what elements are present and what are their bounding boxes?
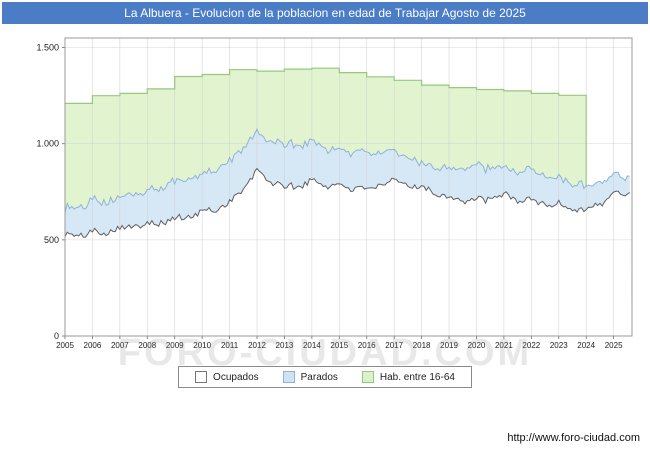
x-tick-label: 2005 <box>56 341 74 350</box>
footer-url: http://www.foro-ciudad.com <box>507 432 640 444</box>
plot-border <box>64 37 633 337</box>
x-tick-label: 2022 <box>522 341 540 350</box>
x-tick-label: 2015 <box>330 341 348 350</box>
x-tick-label: 2020 <box>468 341 486 350</box>
x-tick-label: 2018 <box>413 341 431 350</box>
legend: Ocupados Parados Hab. entre 16-64 <box>178 366 472 388</box>
x-tick-label: 2019 <box>440 341 458 350</box>
x-tick-label: 2021 <box>495 341 513 350</box>
legend-row: Ocupados Parados Hab. entre 16-64 <box>0 366 650 388</box>
x-tick-label: 2007 <box>111 341 129 350</box>
x-tick-label: 2016 <box>358 341 376 350</box>
x-tick-label: 2012 <box>248 341 266 350</box>
legend-item-0: Ocupados <box>195 371 259 383</box>
x-tick-label: 2025 <box>605 341 623 350</box>
x-tick-label: 2023 <box>550 341 568 350</box>
legend-item-1: Parados <box>282 371 338 383</box>
y-tick-label: 1.000 <box>36 139 59 149</box>
legend-label-0: Ocupados <box>213 371 259 383</box>
legend-label-1: Parados <box>300 371 338 383</box>
x-tick-label: 2008 <box>138 341 156 350</box>
population-evolution-chart: 2005 2006 2007 2008 2009 2010 2011 2012 2013 2014… <box>36 37 633 350</box>
chart-title: La Albuera - Evolucion de la poblacion e… <box>2 2 648 24</box>
legend-swatch-1 <box>282 371 295 383</box>
legend-swatch-0 <box>195 371 208 383</box>
series-line-ocupados <box>64 167 630 238</box>
x-tick-label: 2013 <box>276 341 294 350</box>
y-tick-label: 0 <box>54 331 59 341</box>
x-tick-label: 2014 <box>303 341 321 350</box>
x-tick-label: 2006 <box>84 341 102 350</box>
y-tick-label: 1.500 <box>36 43 59 53</box>
x-tick-label: 2010 <box>193 341 211 350</box>
x-tick-label: 2009 <box>166 341 184 350</box>
legend-item-2: Hab. entre 16-64 <box>361 371 455 383</box>
x-tick-label: 2024 <box>577 341 595 350</box>
series-line-hab-16-64 <box>65 67 587 187</box>
legend-label-2: Hab. entre 16-64 <box>379 371 455 383</box>
series-line-parados <box>64 127 630 213</box>
y-tick-label: 500 <box>44 235 59 245</box>
x-tick-label: 2011 <box>221 341 239 350</box>
x-tick-label: 2017 <box>385 341 403 350</box>
legend-swatch-2 <box>361 371 374 383</box>
chart-area: 2005 2006 2007 2008 2009 2010 2011 2012 2013 2014… <box>0 26 650 358</box>
